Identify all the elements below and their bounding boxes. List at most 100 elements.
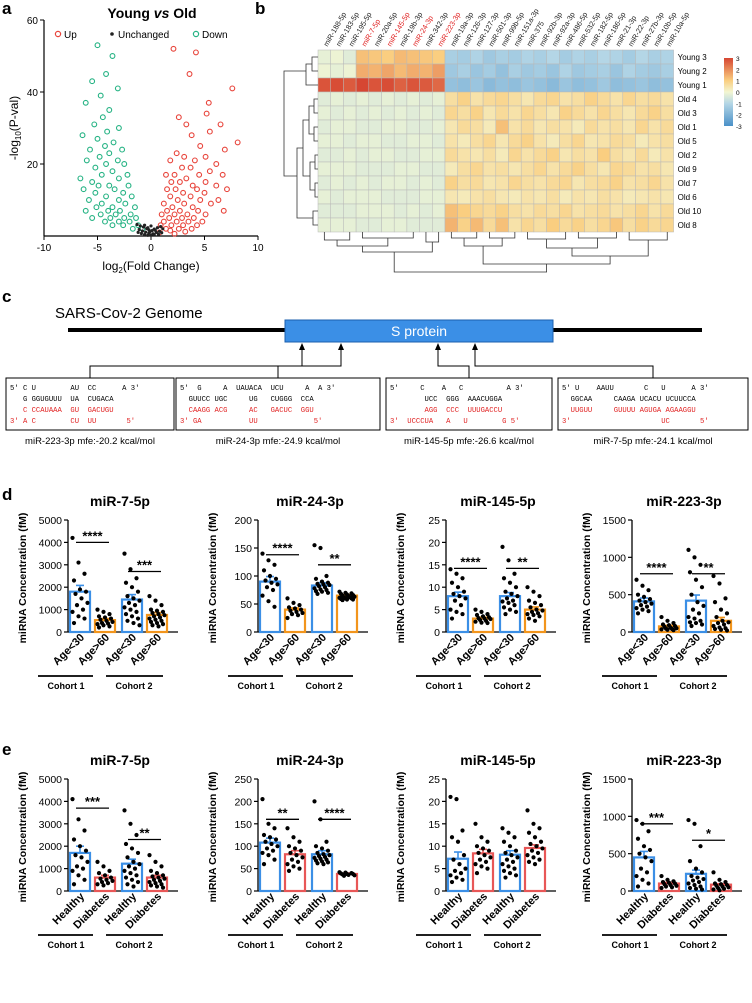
- point-up: [206, 128, 213, 135]
- heatmap-cell: [419, 133, 433, 149]
- point-down: [87, 146, 93, 153]
- heatmap-row-label: Young 1: [678, 81, 708, 90]
- heatmap-cell: [520, 105, 535, 121]
- heatmap-cell: [432, 91, 446, 107]
- data-point: [148, 868, 154, 873]
- data-point: [532, 835, 538, 840]
- data-point: [476, 850, 481, 856]
- heatmap-cell: [406, 189, 420, 205]
- data-point: [646, 608, 651, 614]
- point-unchanged: [155, 226, 160, 230]
- data-point: [95, 882, 100, 887]
- heatmap-cell: [355, 119, 370, 135]
- data-point: [83, 848, 89, 853]
- data-point: [340, 597, 345, 603]
- heatmap-cell: [597, 105, 611, 121]
- y-tick-label: 20: [27, 160, 39, 171]
- heatmap-cell: [647, 217, 662, 233]
- data-point: [460, 828, 465, 833]
- point-down: [125, 182, 132, 189]
- data-point: [718, 607, 724, 612]
- data-point: [512, 603, 517, 608]
- heatmap-cell: [432, 161, 446, 177]
- heatmap-row-label: Old 6: [678, 193, 698, 202]
- row-dendrogram: [313, 126, 318, 142]
- heatmap-cell: [432, 189, 446, 205]
- data-point: [665, 618, 670, 623]
- heatmap-cell: [343, 161, 357, 177]
- point-up: [173, 218, 180, 225]
- data-point: [285, 826, 290, 831]
- data-point: [123, 875, 129, 880]
- legend-label: Down: [202, 30, 228, 41]
- data-point: [79, 596, 84, 601]
- heatmap-cell: [508, 91, 522, 107]
- data-point: [687, 859, 693, 864]
- heatmap-cell: [381, 175, 395, 191]
- point-up: [203, 110, 210, 117]
- data-point: [134, 832, 139, 838]
- data-point: [123, 841, 129, 847]
- heatmap-cell: [559, 77, 573, 93]
- data-point: [698, 844, 703, 849]
- data-point: [669, 885, 675, 890]
- y-tick-label: 15: [428, 819, 440, 831]
- xlabel-part: log: [102, 259, 118, 273]
- data-point: [153, 859, 158, 864]
- heatmap-cell: [660, 189, 674, 205]
- heatmap-cell: [419, 189, 433, 205]
- heatmap-cell: [546, 105, 560, 121]
- data-point: [501, 605, 507, 610]
- x-tick-label: -5: [93, 243, 102, 254]
- heatmap-cell: [495, 147, 509, 163]
- point-up: [186, 71, 193, 77]
- heatmap-cell: [647, 133, 662, 149]
- data-point: [503, 611, 508, 617]
- heatmap-cell: [470, 147, 484, 163]
- data-point: [137, 862, 142, 867]
- heatmap-cell: [381, 119, 395, 135]
- data-point: [463, 596, 468, 601]
- data-point: [479, 864, 484, 869]
- binding-sequence-line: 5' G A UAUACA UCU A A 3': [180, 385, 335, 393]
- heatmap-cell: [419, 147, 433, 163]
- heatmap-cell: [635, 77, 649, 93]
- data-point: [479, 835, 484, 840]
- data-point: [134, 609, 139, 614]
- heatmap-cell: [343, 49, 357, 65]
- data-point: [156, 611, 161, 617]
- point-up: [207, 200, 214, 207]
- data-point: [95, 859, 100, 864]
- point-down: [89, 78, 96, 85]
- bar-chart-miR-24-3p: miR-24-3p 0 50 100 150 200 miRNA Concentration…: [207, 493, 368, 691]
- data-point: [70, 797, 75, 802]
- point-up: [188, 132, 195, 139]
- binding-arrowhead: [299, 343, 305, 350]
- data-point: [512, 835, 517, 840]
- data-point: [480, 846, 486, 851]
- data-point: [76, 560, 81, 565]
- binding-arrow-line: [89, 346, 303, 378]
- heatmap-cell: [393, 147, 408, 163]
- panel-label-e: e: [2, 740, 11, 759]
- data-point: [460, 877, 465, 882]
- point-unchanged: [142, 232, 147, 237]
- heatmap-cell: [559, 91, 573, 107]
- xlabel-sub: 2: [118, 266, 123, 275]
- data-point: [275, 844, 280, 849]
- heatmap-cell: [584, 203, 598, 219]
- heatmap-cell: [381, 105, 395, 121]
- heatmap-cell: [520, 49, 535, 65]
- point-down: [114, 85, 121, 92]
- data-point: [107, 624, 112, 629]
- data-point: [294, 609, 299, 614]
- point-up: [181, 200, 188, 207]
- binding-mfe-label: miR-7-5p mfe:-24.1 kcal/mol: [593, 436, 712, 447]
- heatmap-cell: [520, 147, 535, 163]
- heatmap-cell: [660, 119, 674, 135]
- data-point: [643, 855, 648, 860]
- data-point: [640, 583, 645, 588]
- data-point: [273, 576, 279, 581]
- point-down: [106, 182, 113, 189]
- data-point: [515, 855, 520, 860]
